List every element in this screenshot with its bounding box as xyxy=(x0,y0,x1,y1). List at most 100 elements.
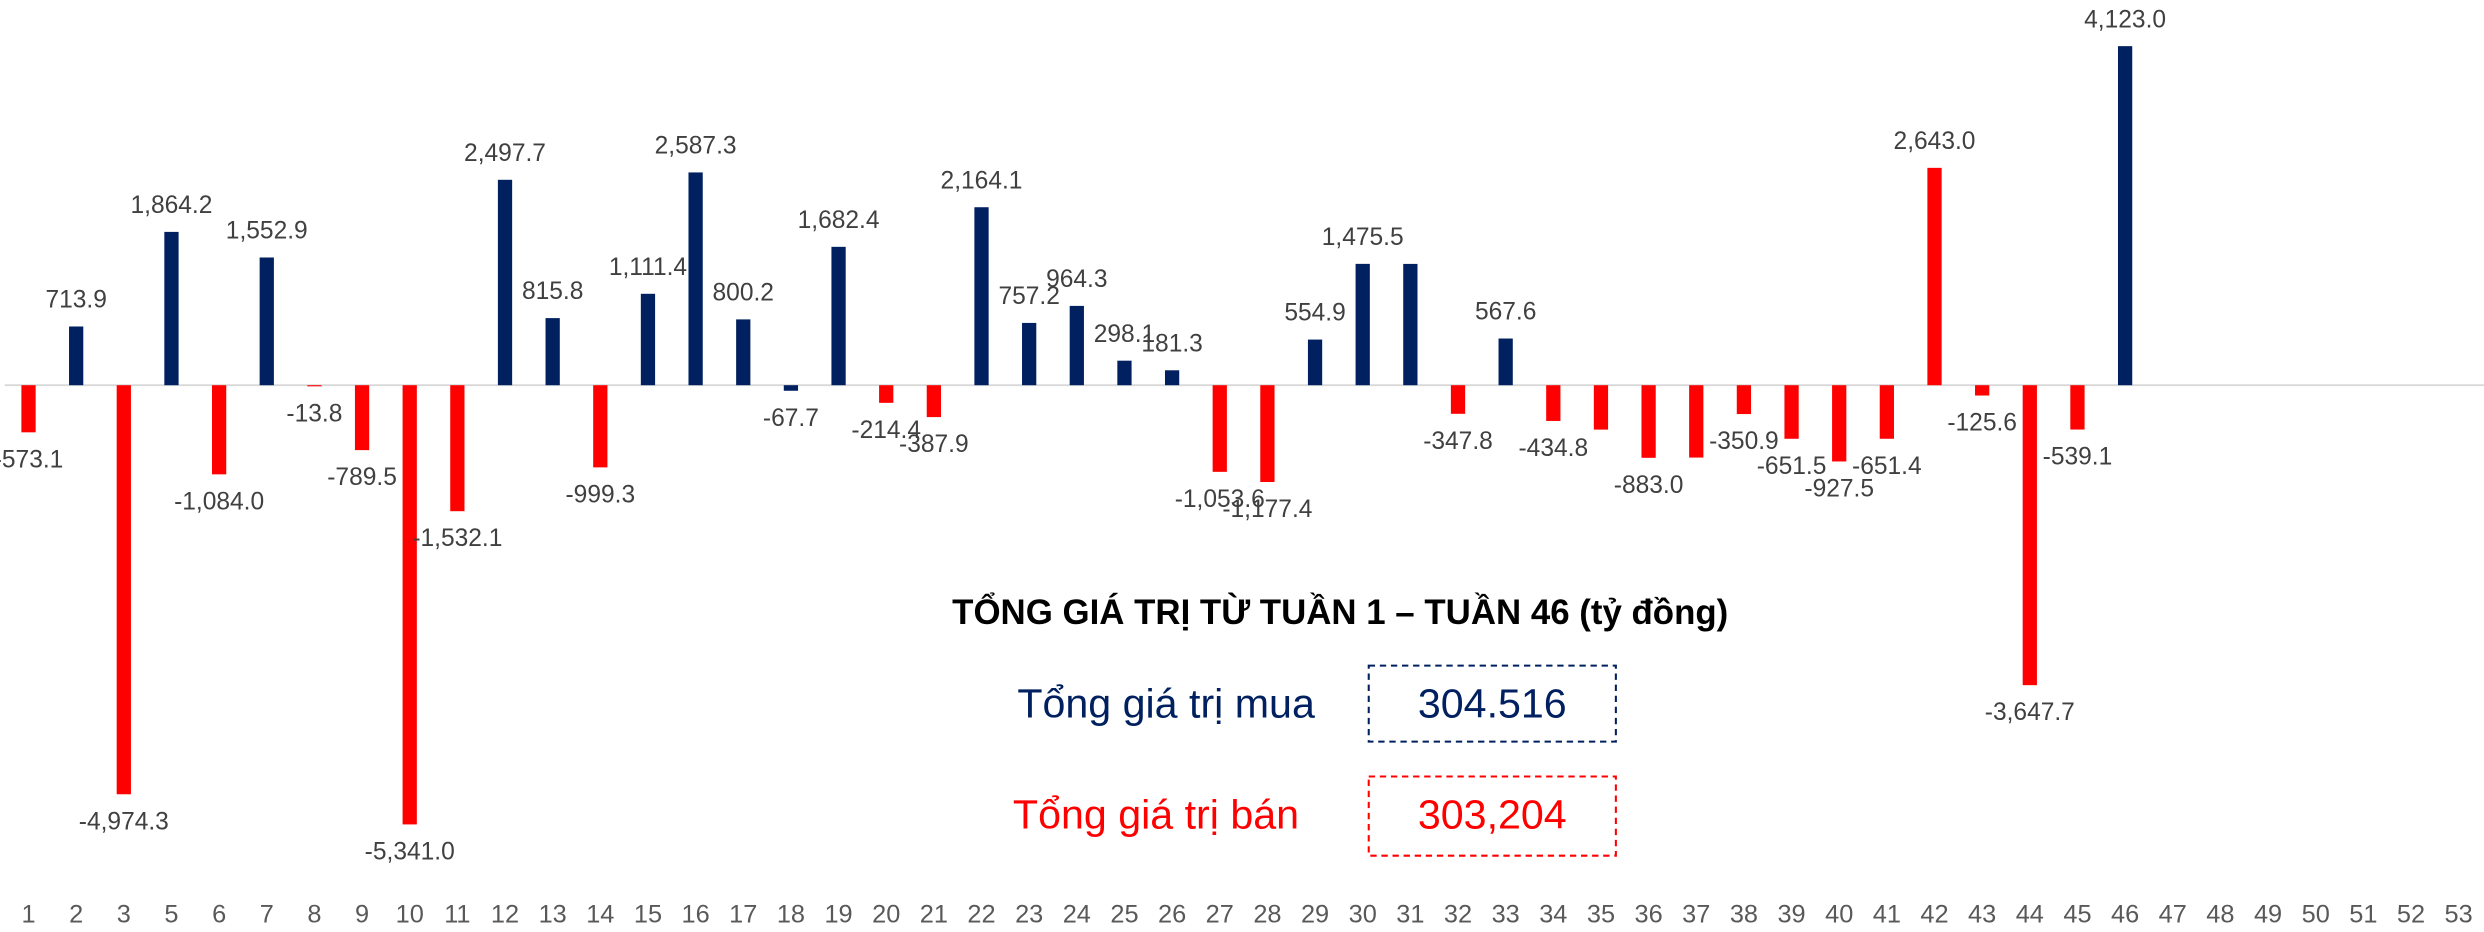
data-label: 2,497.7 xyxy=(464,140,546,167)
bar xyxy=(688,172,703,386)
x-tick-label: 50 xyxy=(2302,901,2330,929)
sell-value: 303,204 xyxy=(1418,792,1567,838)
x-tick-label: 7 xyxy=(260,901,274,929)
bar xyxy=(1260,385,1275,483)
bar xyxy=(69,326,84,386)
x-tick-label: 2 xyxy=(69,901,83,929)
bar xyxy=(926,385,941,418)
data-label: -13.8 xyxy=(286,400,342,427)
x-tick-label: 40 xyxy=(1825,901,1853,929)
x-tick-label: 48 xyxy=(2206,901,2234,929)
sell-box xyxy=(1367,775,1617,857)
x-tick-label: 39 xyxy=(1777,901,1805,929)
x-tick-label: 49 xyxy=(2254,901,2282,929)
data-label: -789.5 xyxy=(327,464,397,491)
x-tick-label: 33 xyxy=(1492,901,1520,929)
buy-label: Tổng giá trị mua xyxy=(1017,681,1315,727)
data-label: 2,587.3 xyxy=(655,133,737,160)
data-label: 1,864.2 xyxy=(131,192,213,219)
bar xyxy=(1069,305,1084,386)
data-label: -67.7 xyxy=(763,405,819,432)
data-label: 2,643.0 xyxy=(1894,128,1976,155)
summary-title: TỔNG GIÁ TRỊ TỪ TUẦN 1 – TUẦN 46 (tỷ đồn… xyxy=(952,592,1728,632)
bar xyxy=(2022,385,2037,686)
x-tick-label: 45 xyxy=(2063,901,2091,929)
bar xyxy=(211,385,227,475)
bar xyxy=(593,385,608,468)
bar xyxy=(497,179,513,386)
x-tick-label: 21 xyxy=(920,901,948,929)
data-label: -883.0 xyxy=(1614,472,1684,499)
x-tick-label: 32 xyxy=(1444,901,1472,929)
data-label: 2,164.1 xyxy=(941,167,1023,194)
x-tick-label: 26 xyxy=(1158,901,1186,929)
bar xyxy=(974,207,989,386)
bar xyxy=(2117,46,2133,386)
bar xyxy=(450,385,465,512)
x-tick-label: 36 xyxy=(1635,901,1663,929)
x-tick-label: 44 xyxy=(2016,901,2044,929)
data-label: -1,177.4 xyxy=(1222,496,1312,523)
data-label: -214.4 xyxy=(851,417,921,444)
data-label: -1,084.0 xyxy=(174,488,264,515)
x-tick-label: 5 xyxy=(164,901,178,929)
x-tick-label: 15 xyxy=(634,901,662,929)
x-tick-label: 34 xyxy=(1539,901,1567,929)
bar xyxy=(1403,263,1418,386)
data-label: 1,475.5 xyxy=(1322,224,1404,251)
data-label: 964.3 xyxy=(1046,266,1107,293)
buy-value: 304.516 xyxy=(1418,681,1567,727)
bar xyxy=(21,385,36,433)
bar xyxy=(2070,385,2085,430)
x-tick-label: 28 xyxy=(1253,901,1281,929)
bar xyxy=(831,246,846,386)
data-label: -125.6 xyxy=(1947,410,2017,437)
x-tick-label: 6 xyxy=(212,901,226,929)
x-tick-label: 43 xyxy=(1968,901,1996,929)
x-tick-label: 1 xyxy=(21,901,35,929)
x-tick-label: 16 xyxy=(682,901,710,929)
bar xyxy=(1546,385,1561,421)
bar xyxy=(164,231,179,386)
bar xyxy=(1498,338,1513,386)
bar xyxy=(1689,385,1704,458)
x-tick-label: 8 xyxy=(307,901,321,929)
bar xyxy=(640,293,656,386)
x-tick-label: 53 xyxy=(2445,901,2473,929)
x-tick-label: 14 xyxy=(586,901,614,929)
data-label: 757.2 xyxy=(998,283,1059,310)
bar xyxy=(354,385,370,451)
data-label: -573.1 xyxy=(0,446,63,473)
data-label: -1,532.1 xyxy=(412,525,502,552)
data-label: 1,682.4 xyxy=(798,207,880,234)
x-tick-label: 30 xyxy=(1349,901,1377,929)
bar xyxy=(259,257,274,386)
data-label: 181.3 xyxy=(1141,330,1202,357)
x-tick-label: 35 xyxy=(1587,901,1615,929)
x-tick-label: 12 xyxy=(491,901,519,929)
data-label: 800.2 xyxy=(713,280,774,307)
x-tick-label: 41 xyxy=(1873,901,1901,929)
data-label: 1,552.9 xyxy=(226,218,308,245)
x-tick-label: 23 xyxy=(1015,901,1043,929)
bar xyxy=(1164,370,1180,386)
x-tick-label: 37 xyxy=(1682,901,1710,929)
x-tick-label: 38 xyxy=(1730,901,1758,929)
x-tick-label: 22 xyxy=(967,901,995,929)
data-label: 298.1 xyxy=(1094,321,1155,348)
data-label: 815.8 xyxy=(522,278,583,305)
x-tick-label: 42 xyxy=(1920,901,1948,929)
bar xyxy=(1355,263,1370,386)
data-label: -387.9 xyxy=(899,431,969,458)
x-tick-label: 29 xyxy=(1301,901,1329,929)
x-tick-label: 13 xyxy=(539,901,567,929)
x-tick-label: 11 xyxy=(444,901,470,929)
data-label: -1,053.6 xyxy=(1175,486,1265,513)
data-label: 4,123.0 xyxy=(2084,6,2166,33)
x-tick-label: 9 xyxy=(355,901,369,929)
summary: TỔNG GIÁ TRỊ TỪ TUẦN 1 – TUẦN 46 (tỷ đồn… xyxy=(952,592,1728,857)
bar xyxy=(402,385,417,825)
data-label: -434.8 xyxy=(1519,435,1589,462)
data-label: -927.5 xyxy=(1804,475,1874,502)
bar xyxy=(1736,385,1752,415)
